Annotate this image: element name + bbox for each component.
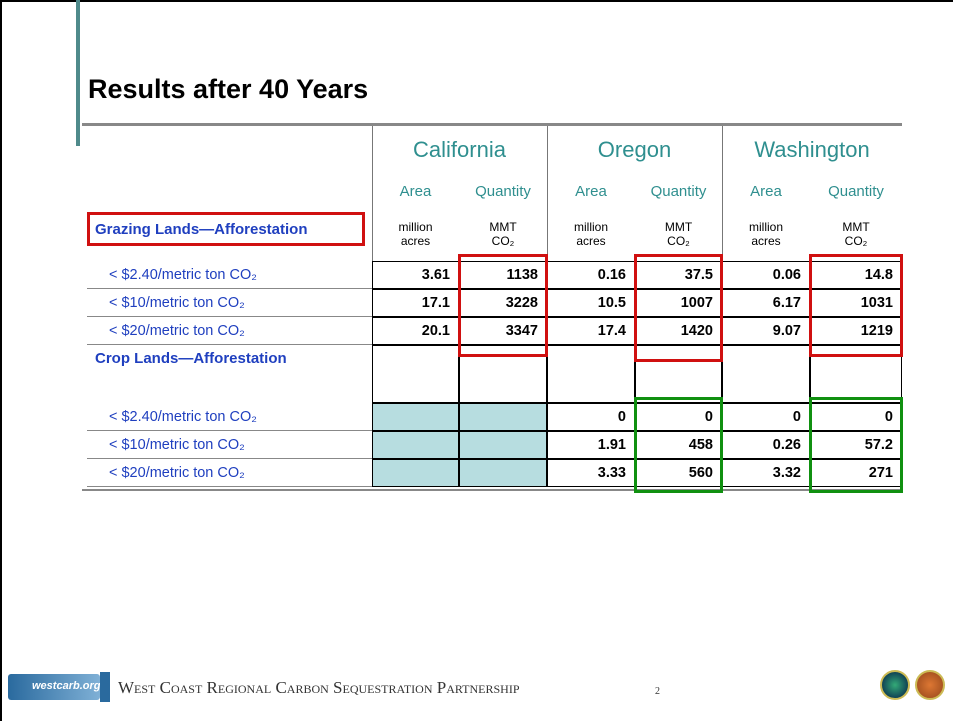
- column-divider: [722, 126, 723, 261]
- row-label: < $10/metric ton CO₂: [87, 289, 372, 317]
- state-header: Washington: [754, 137, 870, 162]
- cell-box: [372, 345, 459, 403]
- unit: million acres: [573, 220, 608, 248]
- seal-state: [915, 670, 945, 700]
- value-cell: [372, 431, 459, 459]
- value-cell: [372, 403, 459, 431]
- value-cell: 0: [722, 403, 810, 431]
- column-header: Quantity: [650, 182, 707, 200]
- section-title: Grazing Lands—Afforestation: [95, 220, 308, 238]
- highlight-red: [87, 212, 365, 246]
- column-header: Quantity: [475, 182, 531, 200]
- row-label: < $20/metric ton CO₂: [87, 459, 372, 487]
- page-number: 2: [655, 686, 660, 697]
- value-cell: [372, 459, 459, 487]
- unit: million acres: [748, 220, 783, 248]
- title-rule: [82, 123, 902, 126]
- logo-bar: [100, 672, 110, 702]
- highlight-green: [634, 397, 723, 493]
- row-label: < $2.40/metric ton CO₂: [87, 261, 372, 289]
- column-header: Quantity: [828, 182, 884, 200]
- seal-doe: [880, 670, 910, 700]
- footer-text: West Coast Regional Carbon Sequestration…: [118, 678, 520, 697]
- value-cell: [459, 403, 547, 431]
- value-cell: 3.33: [547, 459, 635, 487]
- cell-box: [547, 345, 635, 403]
- left-border: [0, 0, 2, 721]
- value-cell: 17.1: [372, 289, 459, 317]
- value-cell: 10.5: [547, 289, 635, 317]
- cell-box: [459, 345, 547, 403]
- value-cell: [459, 459, 547, 487]
- top-border: [0, 0, 953, 2]
- highlight-red: [458, 254, 548, 357]
- value-cell: 0: [547, 403, 635, 431]
- section-title: Crop Lands—Afforestation: [95, 349, 287, 367]
- unit: million acres: [398, 220, 433, 248]
- column-divider: [547, 126, 548, 261]
- value-cell: 17.4: [547, 317, 635, 345]
- unit: MMT CO₂: [664, 220, 693, 248]
- column-divider: [372, 126, 373, 261]
- cell-box: [635, 345, 722, 403]
- unit: MMT CO₂: [489, 220, 517, 248]
- highlight-red: [809, 254, 903, 357]
- cell-box: [722, 345, 810, 403]
- state-header: Oregon: [597, 137, 672, 162]
- title: Results after 40 Years: [88, 74, 369, 104]
- table-bottom-rule: [82, 489, 902, 491]
- footer: westcarb.org West Coast Regional Carbon …: [0, 660, 953, 721]
- value-cell: 0.16: [547, 261, 635, 289]
- column-header: Area: [399, 182, 432, 200]
- value-cell: 0.26: [722, 431, 810, 459]
- value-cell: 3.61: [372, 261, 459, 289]
- logo: westcarb.org: [8, 674, 100, 700]
- state-header: California: [413, 137, 506, 162]
- row-label: < $2.40/metric ton CO₂: [87, 403, 372, 431]
- value-cell: 9.07: [722, 317, 810, 345]
- row-label: < $10/metric ton CO₂: [87, 431, 372, 459]
- column-header: Area: [575, 182, 607, 200]
- value-cell: 0.06: [722, 261, 810, 289]
- value-cell: 20.1: [372, 317, 459, 345]
- value-cell: 1.91: [547, 431, 635, 459]
- accent-bar: [76, 0, 80, 146]
- value-cell: [459, 431, 547, 459]
- column-header: Area: [750, 182, 782, 200]
- highlight-green: [809, 397, 903, 493]
- row-label: < $20/metric ton CO₂: [87, 317, 372, 345]
- value-cell: 3.32: [722, 459, 810, 487]
- value-cell: 6.17: [722, 289, 810, 317]
- highlight-red: [634, 254, 723, 362]
- unit: MMT CO₂: [842, 220, 870, 248]
- cell-box: [810, 345, 902, 403]
